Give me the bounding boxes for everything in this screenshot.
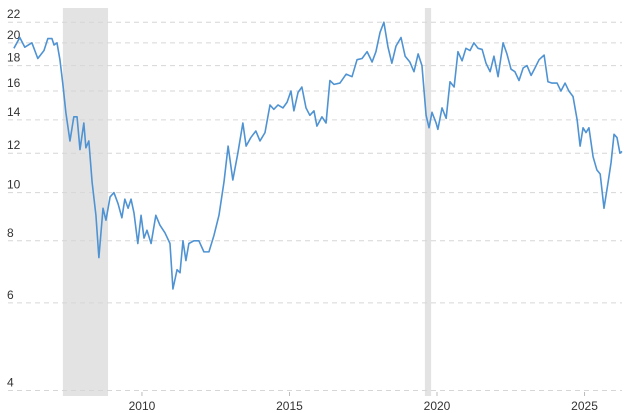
x-tick-label: 2015: [276, 399, 303, 413]
y-tick-label: 4: [7, 376, 14, 390]
y-tick-label: 12: [7, 138, 21, 152]
x-tick-label: 2020: [424, 399, 451, 413]
y-tick-label: 16: [7, 76, 21, 90]
y-tick-label: 20: [7, 28, 21, 42]
y-tick-label: 14: [7, 105, 21, 119]
shaded-range: [62, 8, 109, 396]
y-tick-label: 22: [7, 7, 21, 21]
y-tick-label: 6: [7, 288, 14, 302]
y-tick-label: 10: [7, 178, 21, 192]
x-tick-label: 2025: [571, 399, 598, 413]
y-tick-label: 8: [7, 226, 14, 240]
x-tick-label: 2010: [129, 399, 156, 413]
data-line: [13, 21, 623, 290]
y-tick-label: 18: [7, 51, 21, 65]
shaded-range: [424, 8, 432, 396]
